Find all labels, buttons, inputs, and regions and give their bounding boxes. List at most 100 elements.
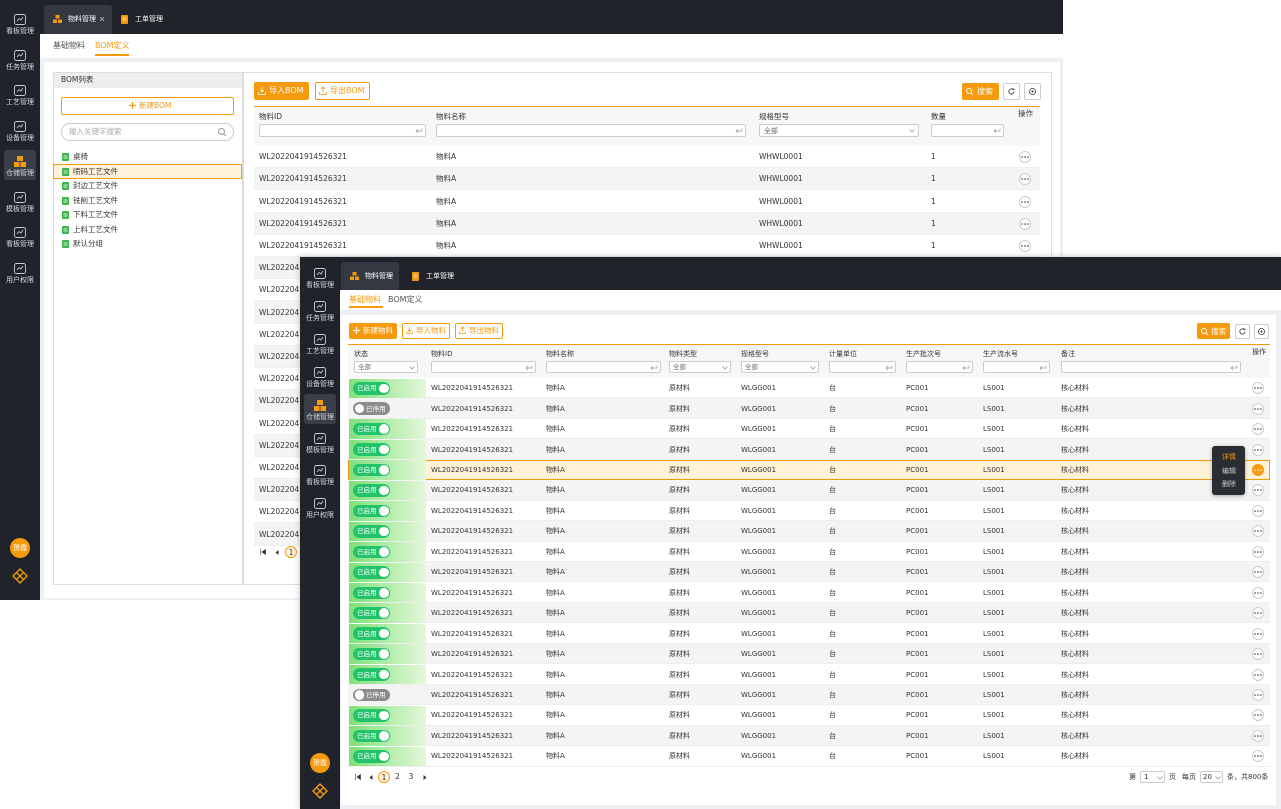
subtab[interactable]: BOM定义 xyxy=(388,295,423,304)
column-filter[interactable] xyxy=(829,361,896,373)
column-filter[interactable] xyxy=(546,361,661,373)
sidebar-label[interactable]: 仓储管理 xyxy=(306,412,334,421)
new-bom-button[interactable] xyxy=(61,97,234,115)
subtab[interactable]: 基础物料 xyxy=(53,41,85,50)
filter-select[interactable]: 全部 xyxy=(764,126,778,135)
menu-item[interactable]: 删除 xyxy=(1222,480,1236,488)
new-bom-label[interactable]: 新建BOM xyxy=(139,101,172,110)
sidebar-label[interactable]: 仓储管理 xyxy=(6,169,34,177)
file-icon xyxy=(62,182,69,190)
search-button[interactable] xyxy=(1197,323,1230,339)
tree-item[interactable]: 喷码工艺文件 xyxy=(73,166,118,176)
table-cell: 核心材料 xyxy=(1061,650,1089,659)
tab-label[interactable]: 物料管理 xyxy=(365,271,393,280)
toolbar-button[interactable] xyxy=(349,323,397,339)
sidebar-label[interactable]: 工艺管理 xyxy=(6,98,34,106)
user-avatar[interactable]: 贺霞 xyxy=(310,753,330,773)
toolbar-label[interactable]: 导入物料 xyxy=(416,326,446,335)
column-filter[interactable] xyxy=(431,361,536,373)
menu-item[interactable]: 编辑 xyxy=(1222,466,1236,475)
refresh-button[interactable] xyxy=(1003,83,1020,100)
column-filter[interactable] xyxy=(1061,361,1241,373)
filter-select[interactable]: 全部 xyxy=(745,363,758,371)
column-filter[interactable] xyxy=(436,124,746,137)
sidebar-active[interactable] xyxy=(4,150,36,180)
icon-part xyxy=(1254,530,1256,533)
page-number[interactable]: 1 xyxy=(285,546,297,558)
sidebar-label[interactable]: 设备管理 xyxy=(6,133,34,142)
toolbar-button[interactable] xyxy=(402,323,450,339)
sidebar-label[interactable]: 看板管理 xyxy=(306,281,334,289)
table-cell: WL2022041914526321 xyxy=(431,588,514,597)
sidebar-label[interactable]: 用户权限 xyxy=(306,511,334,520)
table-cell: 核心材料 xyxy=(1061,466,1089,475)
sidebar-label[interactable]: 模板管理 xyxy=(306,445,334,454)
tree-item[interactable]: 桌椅 xyxy=(73,152,88,161)
tab-label[interactable]: 工单管理 xyxy=(426,271,454,280)
page-number[interactable]: 2 xyxy=(395,772,400,781)
table-cell: 核心材料 xyxy=(1061,731,1089,740)
sidebar-active[interactable] xyxy=(304,393,336,424)
settings-button[interactable] xyxy=(1024,83,1041,100)
import-button[interactable] xyxy=(254,82,309,100)
column-header: 规格型号 xyxy=(759,112,789,121)
page-current: 1 xyxy=(1144,773,1149,781)
settings-button[interactable] xyxy=(1254,324,1269,339)
tree-item[interactable]: 封边工艺文件 xyxy=(73,181,118,190)
search-input[interactable] xyxy=(61,123,234,141)
sidebar-label[interactable]: 模板管理 xyxy=(6,204,34,213)
column-filter[interactable] xyxy=(741,361,819,373)
tab-label[interactable]: 物料管理 xyxy=(68,15,96,23)
file-icon xyxy=(62,196,69,205)
menu-item[interactable]: 详情 xyxy=(1222,453,1236,461)
status-label: 已启用 xyxy=(357,588,377,597)
tree-item[interactable]: 下料工艺文件 xyxy=(73,210,118,219)
column-filter[interactable] xyxy=(669,361,731,373)
tab-label[interactable]: 工单管理 xyxy=(135,15,163,23)
tree-item[interactable]: 上料工艺文件 xyxy=(73,224,118,234)
sidebar-label[interactable]: 任务管理 xyxy=(6,62,34,71)
column-filter[interactable] xyxy=(759,124,919,137)
user-avatar[interactable]: 贺霞 xyxy=(10,538,30,558)
column-filter[interactable] xyxy=(906,361,973,373)
page-number[interactable]: 1 xyxy=(378,771,390,783)
export-button[interactable] xyxy=(315,82,370,100)
icon-part xyxy=(966,88,972,94)
toolbar-label[interactable]: 新建物料 xyxy=(363,326,393,335)
search-label[interactable]: 搜索 xyxy=(977,87,993,96)
search-label[interactable]: 搜索 xyxy=(1211,326,1226,336)
icon-part xyxy=(258,87,266,95)
sidebar-label[interactable]: 任务管理 xyxy=(306,313,334,322)
import-label[interactable]: 导入BOM xyxy=(269,86,304,95)
column-filter[interactable] xyxy=(354,361,418,373)
refresh-button[interactable] xyxy=(1235,324,1250,339)
tree-item[interactable]: 默认分组 xyxy=(73,239,103,248)
tree-item[interactable]: 铣削工艺文件 xyxy=(73,195,118,205)
column-filter[interactable] xyxy=(931,124,1004,137)
column-filter[interactable] xyxy=(983,361,1050,373)
icon-part xyxy=(218,128,225,135)
search-button[interactable] xyxy=(962,83,999,100)
sidebar-label[interactable]: 工艺管理 xyxy=(306,346,334,355)
column-filter[interactable] xyxy=(259,124,426,137)
table-cell: WL2022041914526321 xyxy=(431,629,514,638)
sidebar-label[interactable]: 看板管理 xyxy=(6,240,34,248)
page-select[interactable] xyxy=(1140,771,1165,783)
subtab[interactable]: 基础物料 xyxy=(349,295,381,304)
per-page-select[interactable] xyxy=(1200,771,1223,783)
sidebar-label[interactable]: 看板管理 xyxy=(306,478,334,487)
table-cell: LS001 xyxy=(983,506,1005,515)
table-cell: 台 xyxy=(829,466,836,475)
sidebar-label[interactable]: 看板管理 xyxy=(6,27,34,35)
subtab[interactable]: BOM定义 xyxy=(95,41,130,50)
filter-select[interactable]: 全部 xyxy=(673,363,686,371)
page-number[interactable]: 3 xyxy=(408,772,414,781)
sidebar-label[interactable]: 用户权限 xyxy=(6,275,34,284)
sidebar-label[interactable]: 设备管理 xyxy=(306,379,334,388)
filter-select[interactable]: 全部 xyxy=(358,363,371,371)
table-cell: PC001 xyxy=(906,711,929,720)
export-label[interactable]: 导出BOM xyxy=(330,86,365,95)
toolbar-label[interactable]: 导出物料 xyxy=(469,326,499,335)
more-dots xyxy=(1021,178,1029,181)
toolbar-button[interactable] xyxy=(455,323,503,339)
